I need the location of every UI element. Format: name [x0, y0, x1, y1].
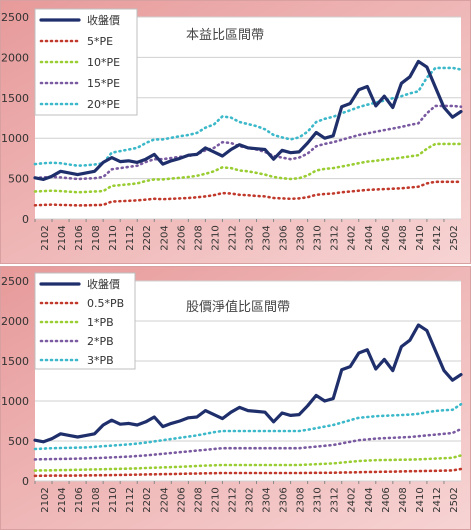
- x-tick-label: 2104: [57, 487, 68, 512]
- x-tick-label: 2302: [244, 487, 255, 512]
- x-tick-label: 2110: [108, 225, 119, 250]
- x-tick-label: 2104: [57, 225, 68, 250]
- x-tick-label: 2304: [262, 487, 273, 512]
- y-tick-label: 2000: [1, 51, 29, 64]
- x-tick-label: 2412: [432, 225, 443, 250]
- legend-label: 5*PE: [87, 35, 113, 48]
- x-tick-label: 2208: [193, 487, 204, 512]
- x-tick-label: 2302: [244, 225, 255, 250]
- legend-label: 10*PE: [87, 56, 120, 69]
- series-line-10*PE: [33, 142, 463, 194]
- x-tick-label: 2312: [330, 487, 341, 512]
- legend-label: 1*PB: [87, 316, 114, 329]
- x-tick-label: 2110: [108, 487, 119, 512]
- legend-label: 2*PB: [87, 335, 114, 348]
- x-tick-label: 2308: [296, 487, 307, 512]
- y-tick-label: 500: [8, 435, 29, 448]
- x-tick-label: 2108: [91, 225, 102, 250]
- x-tick-label: 2112: [125, 487, 136, 512]
- x-tick-label: 2404: [364, 225, 375, 250]
- x-tick-label: 2212: [227, 487, 238, 512]
- x-tick-label: 2410: [415, 487, 426, 512]
- x-tick-label: 2210: [210, 225, 221, 250]
- x-tick-label: 2406: [381, 487, 392, 512]
- series-line-5*PE: [33, 180, 463, 207]
- legend-label: 收盤價: [87, 13, 120, 27]
- x-tick-label: 2102: [40, 225, 51, 250]
- x-tick-label: 2402: [347, 487, 358, 512]
- legend-label: 15*PE: [87, 77, 120, 90]
- series-line-收盤價: [33, 59, 463, 181]
- x-tick-label: 2304: [262, 225, 273, 250]
- series-line-2*PB: [33, 427, 463, 461]
- series-line-0.5*PB: [33, 467, 463, 478]
- pb-band-chart: 0 500 1000 1500 2000 2500 2102 2104 2106 2108 2110…: [1, 267, 470, 529]
- y-tick-label: 0: [22, 213, 29, 226]
- y-tick-label: 1000: [1, 132, 29, 145]
- x-tick-label: 2408: [398, 487, 409, 512]
- y-tick-label: 0: [22, 475, 29, 488]
- y-tick-label: 2500: [1, 11, 29, 24]
- x-tick-label: 2310: [313, 487, 324, 512]
- legend-label: 0.5*PB: [87, 297, 124, 310]
- x-tick-label: 2308: [296, 225, 307, 250]
- pb-band-chart-panel: 0 500 1000 1500 2000 2500 2102 2104 2106 2108 2110…: [0, 266, 471, 530]
- x-tick-label: 2112: [125, 225, 136, 250]
- x-tick-label: 2502: [449, 487, 460, 512]
- x-tick-label: 2208: [193, 225, 204, 250]
- x-tick-label: 2412: [432, 487, 443, 512]
- y-tick-label: 2000: [1, 315, 29, 328]
- x-tick-label: 2202: [142, 487, 153, 512]
- x-tick-label: 2204: [159, 487, 170, 512]
- x-tick-label: 2206: [176, 487, 187, 512]
- x-tick-label: 2102: [40, 487, 51, 512]
- y-tick-label: 1500: [1, 355, 29, 368]
- x-tick-label: 2106: [74, 487, 85, 512]
- x-tick-label: 2406: [381, 225, 392, 250]
- legend-box: [34, 272, 136, 370]
- x-tick-label: 2108: [91, 487, 102, 512]
- x-tick-label: 2402: [347, 225, 358, 250]
- x-tick-label: 2210: [210, 487, 221, 512]
- y-tick-label: 500: [8, 173, 29, 186]
- x-tick-label: 2204: [159, 225, 170, 250]
- legend-label: 收盤價: [87, 277, 120, 291]
- chart-title: 股價淨值比區間帶: [186, 299, 290, 315]
- x-tick-label: 2404: [364, 487, 375, 512]
- x-tick-label: 2502: [449, 225, 460, 250]
- legend-label: 3*PB: [87, 354, 114, 367]
- x-tick-label: 2306: [279, 487, 290, 512]
- chart-title: 本益比區間帶: [186, 28, 264, 43]
- x-tick-label: 2212: [227, 225, 238, 250]
- x-tick-label: 2106: [74, 225, 85, 250]
- x-tick-label: 2410: [415, 225, 426, 250]
- x-tick-label: 2312: [330, 225, 341, 250]
- x-tick-label: 2202: [142, 225, 153, 250]
- series-line-3*PB: [33, 402, 463, 451]
- x-tick-label: 2306: [279, 225, 290, 250]
- y-tick-label: 1500: [1, 92, 29, 105]
- x-tick-label: 2408: [398, 225, 409, 250]
- legend-label: 20*PE: [87, 98, 120, 111]
- y-tick-label: 1000: [1, 395, 29, 408]
- series-line-1*PB: [33, 454, 463, 472]
- y-tick-label: 2500: [1, 275, 29, 288]
- x-tick-label: 2206: [176, 225, 187, 250]
- pe-band-chart-panel: 0 500 1000 1500 2000 2500 2102 2104 2106 2108 2110…: [0, 0, 471, 264]
- pe-band-chart: 0 500 1000 1500 2000 2500 2102 2104 2106 2108 2110…: [1, 1, 470, 263]
- series-line-收盤價: [33, 323, 463, 444]
- x-tick-label: 2310: [313, 225, 324, 250]
